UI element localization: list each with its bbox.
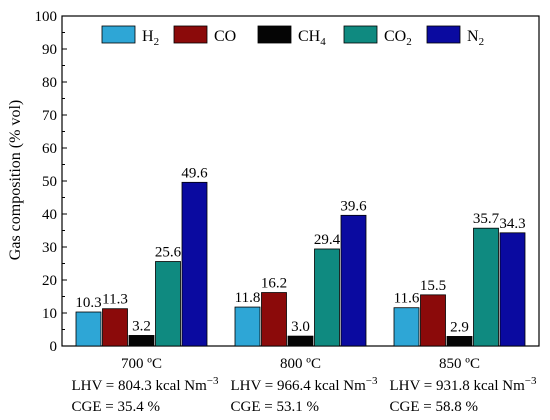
data-label: 29.4 [314,232,341,248]
bar [181,181,208,347]
legend-label: N2 [467,28,484,48]
data-label: 25.6 [155,245,182,261]
data-label: 34.3 [499,216,525,232]
y-tick-label: 20 [42,273,57,289]
bar [393,307,420,347]
y-tick-label: 80 [42,75,57,91]
bar [473,227,499,347]
bar [261,292,287,347]
y-tick-label: 60 [42,141,57,157]
bar [446,336,473,347]
y-axis-label: Gas composition (% vol) [7,100,24,260]
annotations-layer: LHV = 804.3 kcal Nm−3 CGE = 35.4 % LHV = 9… [72,375,537,415]
lhv-annotation: LHV = 931.8 kcal Nm−3 [390,375,537,394]
data-label: 16.2 [261,276,287,292]
data-labels-layer: 10.3 11.33.2 25.6 49.6 11.816.2 3.0 29.4 39.6 11… [75,165,525,335]
data-label: 3.0 [291,319,310,335]
data-label: 39.6 [340,198,367,214]
bars-layer [75,181,526,347]
lhv-annotation: LHV = 804.3 kcal Nm−3 [72,375,219,394]
axes-layer: 0 10 20 30 40 50 60 70 80 90 100 700 ºC 800 ºC 850 ºC [35,9,540,372]
data-label: 10.3 [75,295,101,311]
legend-swatch [426,25,461,44]
bar [420,294,446,347]
bar [102,308,128,347]
x-tick-label: 800 ºC [280,356,321,372]
y-tick-label: 70 [42,108,57,124]
x-tick-label: 700 ºC [121,356,162,372]
plot-frame [61,15,540,347]
bar [314,248,340,347]
x-tick-label: 850 ºC [439,356,480,372]
bar [287,335,314,347]
cge-annotation: CGE = 35.4 % [72,399,160,415]
bar [234,306,261,347]
data-label: 11.8 [235,290,261,306]
lhv-annotation: LHV = 966.4 kcal Nm−3 [231,375,378,394]
y-tick-label: 10 [42,306,57,322]
legend-swatch [257,25,292,44]
bar [340,214,367,347]
y-tick-label: 100 [35,9,58,25]
bar [75,311,102,347]
y-tick-label: 40 [42,207,57,223]
data-label: 11.6 [394,291,420,307]
legend-swatch [343,25,378,44]
bar [155,261,181,347]
legend-label: H2 [142,28,159,48]
bar [499,232,526,347]
y-tick-label: 90 [42,42,57,58]
data-label: 35.7 [473,211,500,227]
cge-annotation: CGE = 53.1 % [231,399,319,415]
y-tick-label: 30 [42,240,57,256]
bar [128,335,155,347]
legend-label: CO2 [384,28,412,48]
legend-swatch [101,25,136,44]
data-label: 15.5 [420,278,446,294]
data-label: 49.6 [181,165,208,181]
data-label: 11.3 [102,292,128,308]
legend-label: CH4 [298,28,326,48]
cge-annotation: CGE = 58.8 % [390,399,478,415]
data-label: 2.9 [450,319,469,335]
legend: H2 CO CH4 CO2 N2 [101,25,484,48]
legend-swatch [173,25,208,44]
legend-label: CO [214,28,236,45]
y-tick-label: 0 [50,339,58,355]
y-tick-label: 50 [42,174,57,190]
data-label: 3.2 [132,318,151,334]
